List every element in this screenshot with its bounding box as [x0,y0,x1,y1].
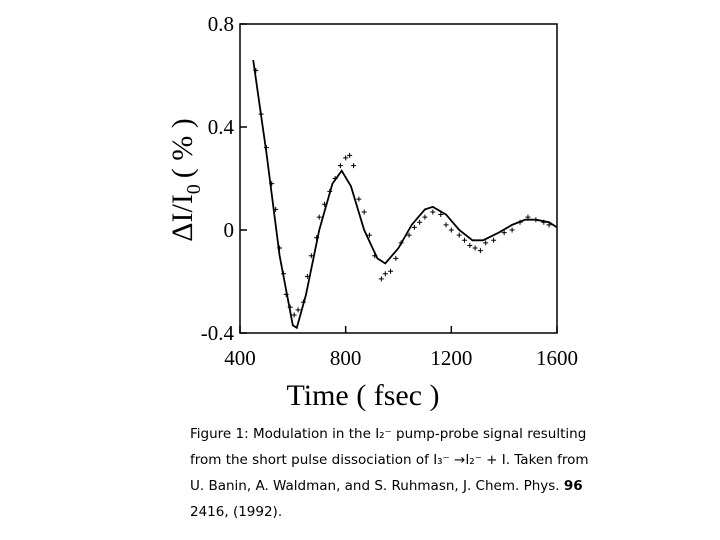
data-point [443,222,449,228]
data-point [269,181,275,187]
data-point [472,245,478,251]
data-point [356,196,362,202]
data-point [378,276,384,282]
data-point [337,163,343,169]
data-point [343,155,349,161]
y-tick-label: 0 [224,218,235,242]
data-point [258,111,264,117]
fit-curve [252,59,558,330]
data-point [483,240,489,246]
caption-line: from the short pulse dissociation of I₃⁻… [190,452,588,468]
data-point [448,227,454,233]
data-point [525,214,531,220]
data-point [406,232,412,238]
data-point [253,67,259,73]
y-tick-label: 0.4 [208,115,235,139]
data-point [382,271,388,277]
x-tick-label: 1600 [536,346,578,370]
data-point [411,224,417,230]
caption-volume: 96 [564,478,583,494]
caption-line: 2416, (1992). [190,504,282,520]
data-point [316,214,322,220]
data-point [295,307,301,313]
y-tick-label: -0.4 [201,321,235,345]
data-point [366,232,372,238]
data-point [422,214,428,220]
x-axis-label: Time ( fsec ) [286,379,439,412]
data-point [291,312,297,318]
data-point [546,222,552,228]
data-point [308,253,314,259]
data-point [327,188,333,194]
data-point [263,145,269,151]
data-point [477,248,483,254]
x-tick-label: 800 [330,346,362,370]
data-point [417,219,423,225]
data-point [287,304,293,310]
x-tick-label: 1200 [430,346,472,370]
data-point [501,230,507,236]
data-point [361,209,367,215]
data-point [277,245,283,251]
data-point [456,232,462,238]
data-point [398,240,404,246]
data-point [491,237,497,243]
data-point [509,227,515,233]
data-point [273,206,279,212]
data-point [332,176,338,181]
data-point [372,253,378,259]
plot-frame [239,23,558,334]
y-label-sub: 0 [183,184,205,194]
data-point [517,219,523,225]
data-point [281,271,287,277]
data-point [322,201,328,207]
caption-line: U. Banin, A. Waldman, and S. Ruhmasn, J.… [190,478,583,494]
data-point [438,212,444,218]
data-point [347,152,353,158]
data-point [300,299,306,305]
caption-text: U. Banin, A. Waldman, and S. Ruhmasn, J.… [190,478,564,494]
data-point [314,235,320,241]
y-label-main: ΔI/I [166,194,199,242]
y-tick-label: 0.8 [208,12,234,36]
data-point [533,217,539,223]
data-point [393,255,399,261]
data-point [430,209,436,215]
x-tick-label: 400 [224,346,256,370]
data-point [541,219,547,225]
data-point [467,242,473,248]
data-point [462,237,468,243]
y-axis-label: ΔI/I0 ( % ) [166,118,205,242]
y-label-unit: ( % ) [166,118,199,178]
data-point [388,268,394,274]
data-point [351,163,357,169]
caption-line: Figure 1: Modulation in the I₂⁻ pump-pro… [190,426,586,442]
data-point [304,273,310,279]
data-point [283,291,289,297]
